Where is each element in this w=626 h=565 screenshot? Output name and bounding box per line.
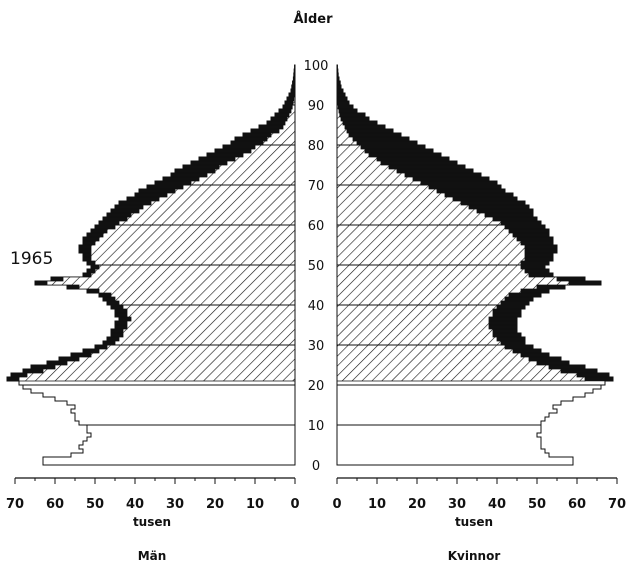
- men-x-tick-label: 70: [6, 497, 24, 512]
- age-tick-label: 70: [308, 179, 325, 194]
- women-x-tick-label: 60: [568, 497, 586, 512]
- women-black-band: [336, 64, 614, 382]
- men-x-tick-label: 40: [126, 497, 144, 512]
- women-label: Kvinnor: [448, 549, 501, 563]
- women-unit-label: tusen: [455, 515, 493, 529]
- x-tick-labels: 70 60 50 40 30 20 10 0 0 10 20 30 40 50 60 70: [6, 497, 626, 512]
- year-label: 1965: [10, 249, 53, 269]
- age-tick-label: 90: [308, 99, 325, 114]
- men-label: Män: [138, 549, 167, 563]
- age-tick-label: 30: [308, 339, 325, 354]
- age-tick-label: 0: [312, 459, 320, 474]
- age-tick-label: 100: [304, 59, 329, 74]
- women-x-tick-label: 70: [608, 497, 626, 512]
- age-tick-labels: 0 10 20 30 40 50 60 70 80 90 100: [304, 59, 329, 474]
- women-x-tick-label: 30: [448, 497, 466, 512]
- age-tick-label: 40: [308, 299, 325, 314]
- age-tick-label: 80: [308, 139, 325, 154]
- age-tick-label: 50: [308, 259, 325, 274]
- women-x-tick-label: 40: [488, 497, 506, 512]
- men-x-tick-label: 10: [246, 497, 264, 512]
- age-gridlines: [19, 104, 605, 466]
- women-x-tick-label: 50: [528, 497, 546, 512]
- men-x-tick-label: 0: [290, 497, 299, 512]
- men-unit-label: tusen: [133, 515, 171, 529]
- women-x-tick-label: 10: [368, 497, 386, 512]
- axes: [14, 65, 618, 484]
- men-black-band: [6, 64, 296, 382]
- age-tick-label: 20: [308, 379, 325, 394]
- men-x-tick-label: 50: [86, 497, 104, 512]
- men-x-tick-label: 60: [46, 497, 64, 512]
- women-x-tick-label: 0: [332, 497, 341, 512]
- men-x-tick-label: 20: [206, 497, 224, 512]
- age-tick-label: 60: [308, 219, 325, 234]
- age-tick-label: 10: [308, 419, 325, 434]
- women-x-tick-label: 20: [408, 497, 426, 512]
- chart-title: Ålder: [293, 11, 333, 27]
- men-x-tick-label: 30: [166, 497, 184, 512]
